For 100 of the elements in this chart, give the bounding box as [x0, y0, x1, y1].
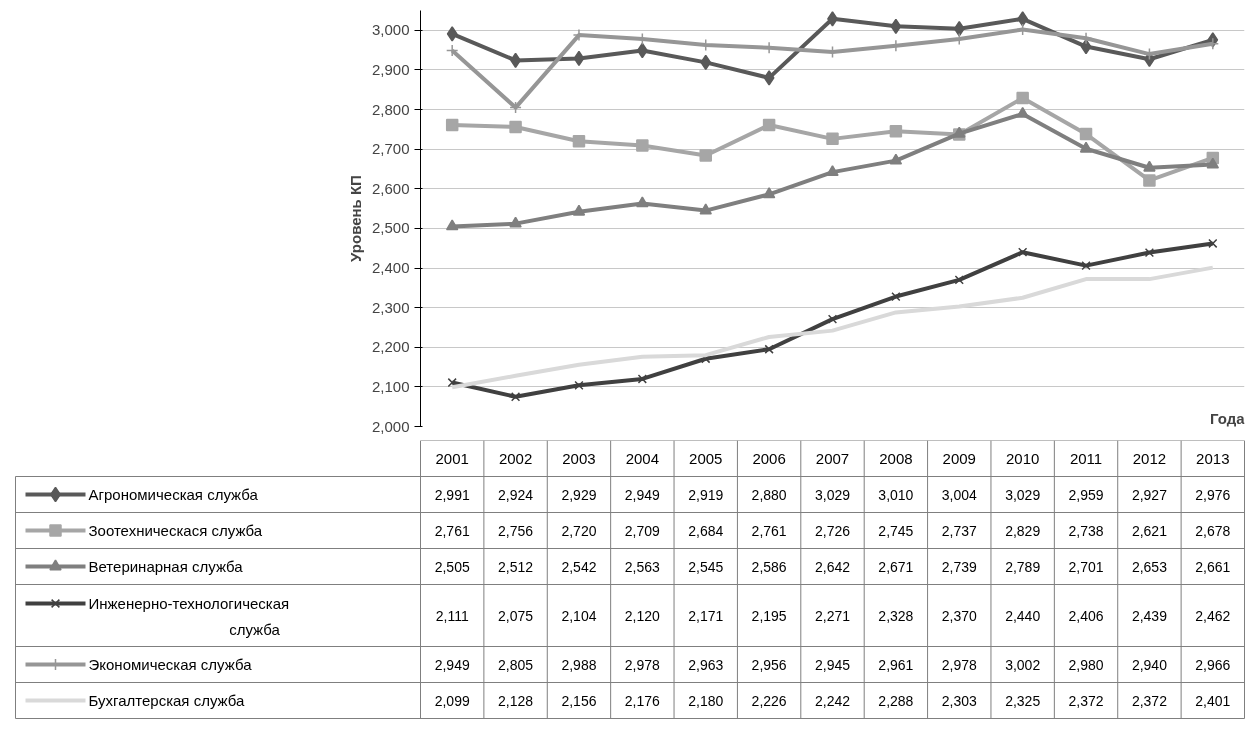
x-tick-label: 2006	[752, 449, 786, 467]
data-label: 2,545	[688, 558, 724, 575]
x-tick-label: 2009	[942, 449, 976, 467]
data-label: 2,976	[1195, 486, 1231, 503]
data-label: 2,462	[1195, 607, 1231, 624]
data-label: 2,156	[561, 692, 597, 709]
data-label: 2,512	[498, 558, 534, 575]
data-label: 2,961	[878, 656, 914, 673]
data-label: 2,739	[941, 558, 977, 575]
data-label: 2,586	[751, 558, 787, 575]
data-label: 2,303	[941, 692, 977, 709]
data-label: 2,959	[1068, 486, 1104, 503]
data-label: 2,829	[1005, 522, 1041, 539]
data-label: 2,956	[751, 656, 787, 673]
y-tick-label: 2,600	[371, 179, 410, 197]
data-label: 2,701	[1068, 558, 1104, 575]
data-label: 2,671	[878, 558, 914, 575]
data-label: 3,010	[878, 486, 914, 503]
data-label: 2,880	[751, 486, 787, 503]
data-label: 2,949	[624, 486, 661, 503]
data-label: 2,661	[1195, 558, 1231, 575]
y-tick-label: 2,100	[371, 377, 410, 395]
y-tick-label: 2,200	[371, 338, 410, 356]
data-label: 2,325	[1005, 692, 1041, 709]
data-label: 2,128	[498, 692, 534, 709]
data-label: 2,099	[434, 692, 470, 709]
data-label: 2,978	[624, 656, 661, 673]
legend-label: Агрономическая служба	[88, 486, 259, 503]
data-label: 3,004	[941, 486, 977, 503]
data-label: 2,406	[1068, 607, 1104, 624]
data-label: 2,949	[434, 656, 470, 673]
y-tick-label: 2,000	[371, 417, 410, 435]
y-tick-label: 2,900	[371, 60, 410, 78]
data-label: 2,737	[941, 522, 977, 539]
data-label: 2,370	[941, 607, 977, 624]
data-label: 2,745	[878, 522, 914, 539]
data-label: 2,738	[1068, 522, 1104, 539]
y-tick-label: 2,400	[371, 259, 410, 277]
data-label: 3,029	[814, 486, 851, 503]
data-label: 2,439	[1131, 607, 1168, 624]
data-label: 2,929	[561, 486, 597, 503]
data-label: 2,328	[878, 607, 914, 624]
data-label: 2,440	[1005, 607, 1041, 624]
data-label: 2,372	[1131, 692, 1168, 709]
y-tick-label: 3,000	[371, 21, 410, 39]
data-label: 2,271	[814, 607, 851, 624]
legend-label: Бухгалтерская служба	[88, 692, 246, 709]
data-label: 2,180	[688, 692, 724, 709]
x-tick-label: 2008	[879, 449, 913, 467]
x-tick-label: 2004	[625, 449, 660, 467]
data-label: 2,171	[688, 607, 724, 624]
data-label: 2,919	[688, 486, 724, 503]
data-label: 2,372	[1068, 692, 1104, 709]
data-label: 2,288	[878, 692, 914, 709]
x-tick-label: 2003	[562, 449, 596, 467]
data-label: 2,176	[624, 692, 661, 709]
data-label: 2,927	[1131, 486, 1168, 503]
data-label: 2,401	[1195, 692, 1231, 709]
data-label: 2,940	[1131, 656, 1168, 673]
data-label: 2,075	[498, 607, 534, 624]
data-label: 2,642	[814, 558, 851, 575]
data-label: 2,978	[941, 656, 977, 673]
data-label: 2,120	[624, 607, 661, 624]
data-label: 2,195	[751, 607, 787, 624]
x-tick-label: 2007	[815, 449, 850, 467]
x-tick-label: 2005	[689, 449, 723, 467]
x-tick-label: 2010	[1005, 449, 1040, 467]
x-tick-label: 2012	[1132, 449, 1167, 467]
data-label: 2,991	[434, 486, 470, 503]
x-tick-label: 2013	[1196, 449, 1230, 467]
legend-label: Инженерно-технологическая служба	[88, 595, 290, 638]
data-label: 2,653	[1131, 558, 1168, 575]
y-axis-title: Уровень КП	[346, 175, 364, 262]
data-label: 2,980	[1068, 656, 1104, 673]
data-label: 2,761	[751, 522, 787, 539]
data-label: 2,805	[498, 656, 534, 673]
data-label: 2,726	[814, 522, 851, 539]
data-label: 2,111	[435, 607, 469, 624]
data-label: 2,988	[561, 656, 597, 673]
x-axis-title: Года	[1209, 409, 1246, 427]
y-tick-label: 2,800	[371, 100, 410, 118]
data-label: 2,756	[498, 522, 534, 539]
data-label: 2,789	[1005, 558, 1041, 575]
data-label: 2,709	[624, 522, 661, 539]
data-label: 2,678	[1195, 522, 1231, 539]
data-label: 2,242	[814, 692, 851, 709]
y-tick-label: 2,500	[371, 219, 410, 237]
x-tick-label: 2002	[498, 449, 533, 467]
x-tick-label: 2011	[1069, 449, 1103, 467]
legend-label: Ветеринарная служба	[88, 558, 244, 575]
data-label: 2,966	[1195, 656, 1231, 673]
data-label: 2,542	[561, 558, 597, 575]
data-label: 2,621	[1131, 522, 1168, 539]
data-label: 2,720	[561, 522, 597, 539]
data-label: 2,963	[688, 656, 724, 673]
data-label: 2,761	[434, 522, 470, 539]
x-tick-label: 2001	[435, 449, 469, 467]
data-label: 2,563	[624, 558, 661, 575]
data-label: 3,029	[1005, 486, 1041, 503]
y-tick-label: 2,300	[371, 298, 410, 316]
